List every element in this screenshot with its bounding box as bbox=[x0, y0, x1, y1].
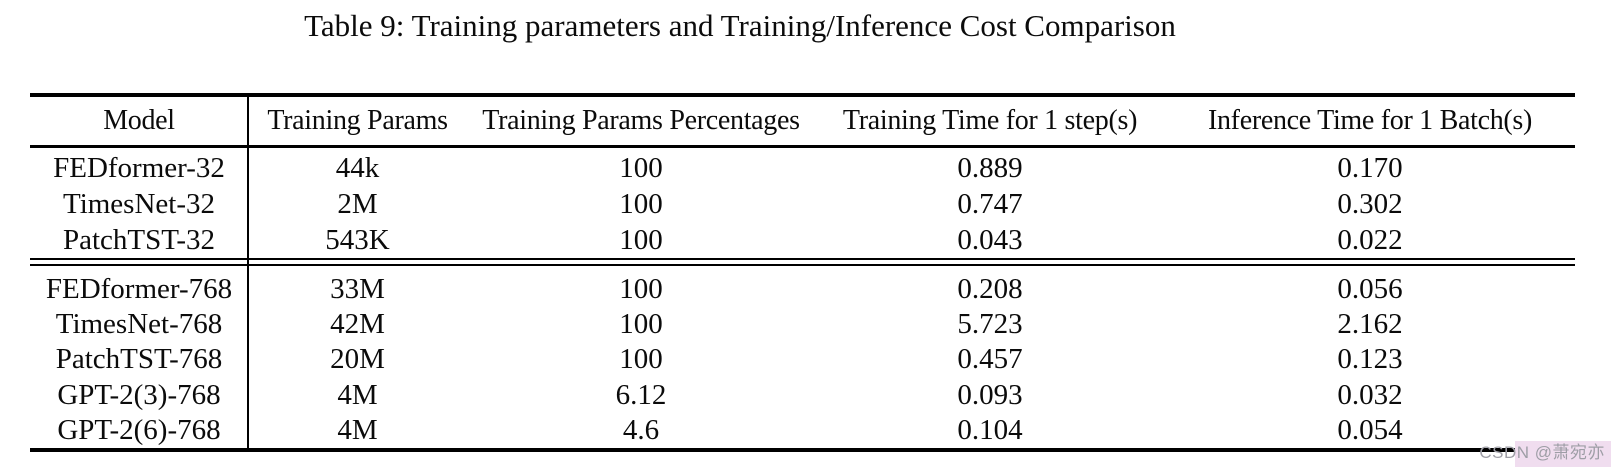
column-header-model: Model bbox=[103, 105, 175, 136]
table-cell: PatchTST-32 bbox=[63, 223, 215, 256]
cost-comparison-table: Model Training Params Training Params Pe… bbox=[30, 93, 1575, 453]
table-cell: 4.6 bbox=[622, 413, 660, 446]
table-cell: 6.12 bbox=[615, 378, 667, 411]
table-cell: 0.032 bbox=[1337, 378, 1403, 411]
table-row: GPT-2(3)-768 4M 6.12 0.093 0.032 bbox=[30, 378, 1575, 413]
table-cell: 0.302 bbox=[1337, 187, 1403, 220]
table-header-rule bbox=[30, 145, 1575, 148]
table-row: FEDformer-768 33M 100 0.208 0.056 bbox=[30, 272, 1575, 307]
table-cell: TimesNet-768 bbox=[55, 308, 223, 341]
table-cell: 100 bbox=[619, 223, 663, 256]
table-cell: FEDformer-32 bbox=[53, 151, 225, 184]
table-cell: GPT-2(3)-768 bbox=[57, 378, 221, 411]
table-cell: 0.054 bbox=[1337, 413, 1403, 446]
table-row: PatchTST-768 20M 100 0.457 0.123 bbox=[30, 342, 1575, 377]
table-cell: FEDformer-768 bbox=[45, 273, 233, 306]
table-cell: PatchTST-768 bbox=[55, 343, 223, 376]
table-group-divider-upper-rule bbox=[30, 258, 1575, 260]
column-header-training-params-percentages: Training Params Percentages bbox=[482, 105, 800, 136]
table-cell: 543K bbox=[325, 223, 390, 256]
table-cell: 100 bbox=[619, 273, 663, 306]
table-group-divider-lower-rule bbox=[30, 263, 1575, 266]
table-header-row: Model Training Params Training Params Pe… bbox=[30, 97, 1575, 145]
table-cell: 0.889 bbox=[957, 151, 1023, 184]
table-cell: 100 bbox=[619, 343, 663, 376]
table-cell: 0.093 bbox=[957, 378, 1023, 411]
table-cell: 5.723 bbox=[957, 308, 1023, 341]
table-cell: 20M bbox=[330, 343, 385, 376]
watermark-background bbox=[1515, 441, 1611, 467]
table-cell: 100 bbox=[619, 308, 663, 341]
table-row: PatchTST-32 543K 100 0.043 0.022 bbox=[30, 222, 1575, 258]
table-cell: 33M bbox=[330, 273, 385, 306]
table-vertical-divider bbox=[247, 97, 249, 448]
table-cell: 4M bbox=[337, 378, 378, 411]
table-cell: 0.056 bbox=[1337, 273, 1403, 306]
table-cell: 2.162 bbox=[1337, 308, 1403, 341]
table-cell: 2M bbox=[337, 187, 378, 220]
table-row: GPT-2(6)-768 4M 4.6 0.104 0.054 bbox=[30, 413, 1575, 448]
table-cell: 0.022 bbox=[1337, 223, 1403, 256]
table-cell: 100 bbox=[619, 151, 663, 184]
column-header-inference-time: Inference Time for 1 Batch(s) bbox=[1207, 105, 1533, 136]
watermark-text: CSDN @萧宛亦 bbox=[1479, 443, 1605, 462]
table-row: TimesNet-32 2M 100 0.747 0.302 bbox=[30, 186, 1575, 222]
column-header-training-params: Training Params bbox=[267, 105, 448, 136]
table-cell: 0.170 bbox=[1337, 151, 1403, 184]
table-cell: 0.043 bbox=[957, 223, 1023, 256]
table-bottom-rule bbox=[30, 448, 1575, 452]
table-cell: 0.457 bbox=[957, 343, 1023, 376]
table-caption: Table 9: Training parameters and Trainin… bbox=[304, 8, 1176, 43]
table-row: FEDformer-32 44k 100 0.889 0.170 bbox=[30, 150, 1575, 186]
table-cell: TimesNet-32 bbox=[63, 187, 215, 220]
table-cell: 0.747 bbox=[957, 187, 1023, 220]
column-header-training-time: Training Time for 1 step(s) bbox=[842, 105, 1138, 136]
table-cell: 0.123 bbox=[1337, 343, 1403, 376]
table-cell: 0.208 bbox=[957, 273, 1023, 306]
table-cell: 42M bbox=[330, 308, 385, 341]
table-cell: 100 bbox=[619, 187, 663, 220]
table-cell: 4M bbox=[337, 413, 378, 446]
table-cell: 0.104 bbox=[957, 413, 1023, 446]
table-body-group-768: FEDformer-768 33M 100 0.208 0.056 TimesNet-76… bbox=[30, 272, 1575, 448]
table-row: TimesNet-768 42M 100 5.723 2.162 bbox=[30, 307, 1575, 342]
table-top-rule bbox=[30, 93, 1575, 97]
table-cell: 44k bbox=[335, 151, 380, 184]
table-body-group-32: FEDformer-32 44k 100 0.889 0.170 TimesNet-32 2… bbox=[30, 150, 1575, 258]
table-cell: GPT-2(6)-768 bbox=[57, 413, 221, 446]
